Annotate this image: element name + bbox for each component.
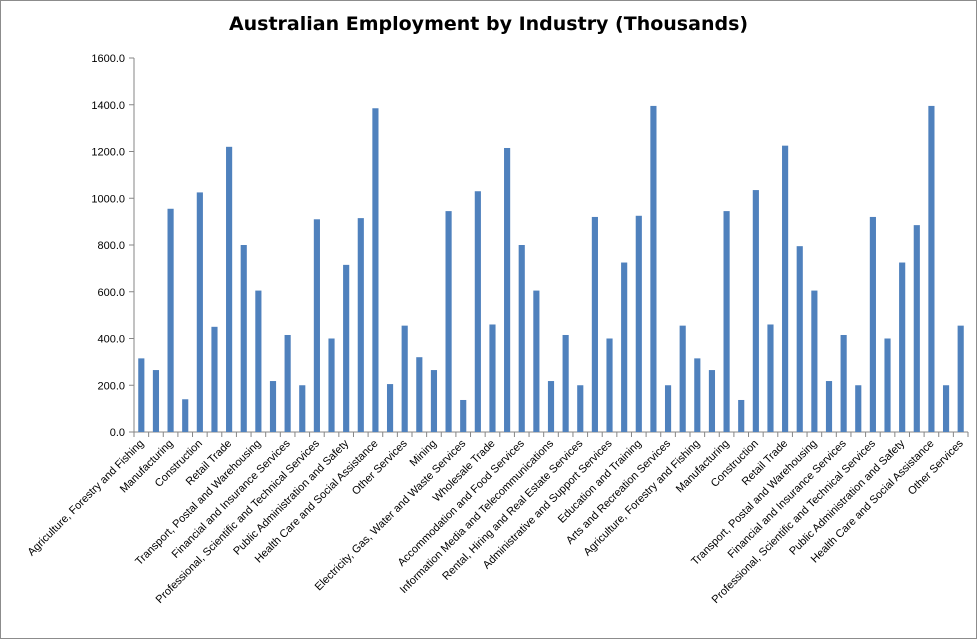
bar <box>928 105 935 433</box>
bar <box>430 370 438 432</box>
bar <box>767 324 774 432</box>
bar <box>196 192 203 432</box>
bar <box>547 381 555 432</box>
bar <box>328 338 335 432</box>
bar <box>152 370 160 432</box>
y-tick-label: 1200.0 <box>91 147 125 159</box>
bar <box>401 325 408 432</box>
bar <box>694 358 701 432</box>
y-tick-label: 1600.0 <box>91 53 125 65</box>
bars-group <box>138 105 964 433</box>
bar <box>299 385 306 432</box>
bar <box>489 324 496 432</box>
y-tick-label: 1400.0 <box>91 100 125 112</box>
bar <box>869 216 876 432</box>
bar <box>211 326 218 432</box>
bar <box>708 370 716 432</box>
bar <box>460 399 467 432</box>
bar <box>533 290 540 432</box>
y-tick-label: 1000.0 <box>91 193 125 205</box>
bar <box>796 246 803 432</box>
chart-title: Australian Employment by Industry (Thous… <box>228 13 749 35</box>
bar <box>606 338 613 432</box>
bar <box>591 216 598 432</box>
bar <box>679 325 686 432</box>
bar <box>372 108 379 432</box>
bar <box>723 211 730 432</box>
bar <box>416 357 423 432</box>
x-category-label: Agriculture, Forestry and Fishing <box>26 438 147 559</box>
bar <box>386 384 394 432</box>
bar <box>445 211 452 432</box>
bar <box>269 381 277 432</box>
bar <box>518 245 525 432</box>
y-tick-label: 600.0 <box>97 287 125 299</box>
bar <box>255 290 262 432</box>
bar <box>621 262 628 432</box>
bar <box>240 245 247 432</box>
bar <box>840 334 847 432</box>
y-tick-label: 800.0 <box>97 240 125 252</box>
bar <box>284 334 291 432</box>
bar <box>313 219 320 432</box>
bar <box>899 262 906 432</box>
bar <box>343 264 350 432</box>
y-tick-label: 400.0 <box>97 334 125 346</box>
bar <box>138 358 145 432</box>
bar <box>752 190 759 432</box>
bar <box>357 218 364 432</box>
bar <box>811 290 818 432</box>
bar <box>855 385 862 432</box>
bar <box>650 105 657 433</box>
bar <box>782 145 789 432</box>
bar <box>738 399 745 432</box>
bar <box>504 147 511 433</box>
y-tick-label: 200.0 <box>97 380 125 392</box>
bar <box>664 385 672 432</box>
bar <box>474 191 481 432</box>
bar <box>825 381 833 432</box>
bar <box>562 334 569 432</box>
bar <box>167 208 174 432</box>
bar <box>226 146 233 432</box>
bar <box>577 385 584 432</box>
bar <box>942 385 950 432</box>
labels-group: 0.0 200.0 400.0 600.0 800.0 1000.0 1200.0 1400.… <box>26 53 967 606</box>
bar <box>913 225 920 432</box>
bar <box>884 338 891 432</box>
bar <box>635 215 642 432</box>
bar <box>957 325 964 432</box>
bar <box>182 399 189 432</box>
y-tick-label: 0.0 <box>110 427 125 439</box>
